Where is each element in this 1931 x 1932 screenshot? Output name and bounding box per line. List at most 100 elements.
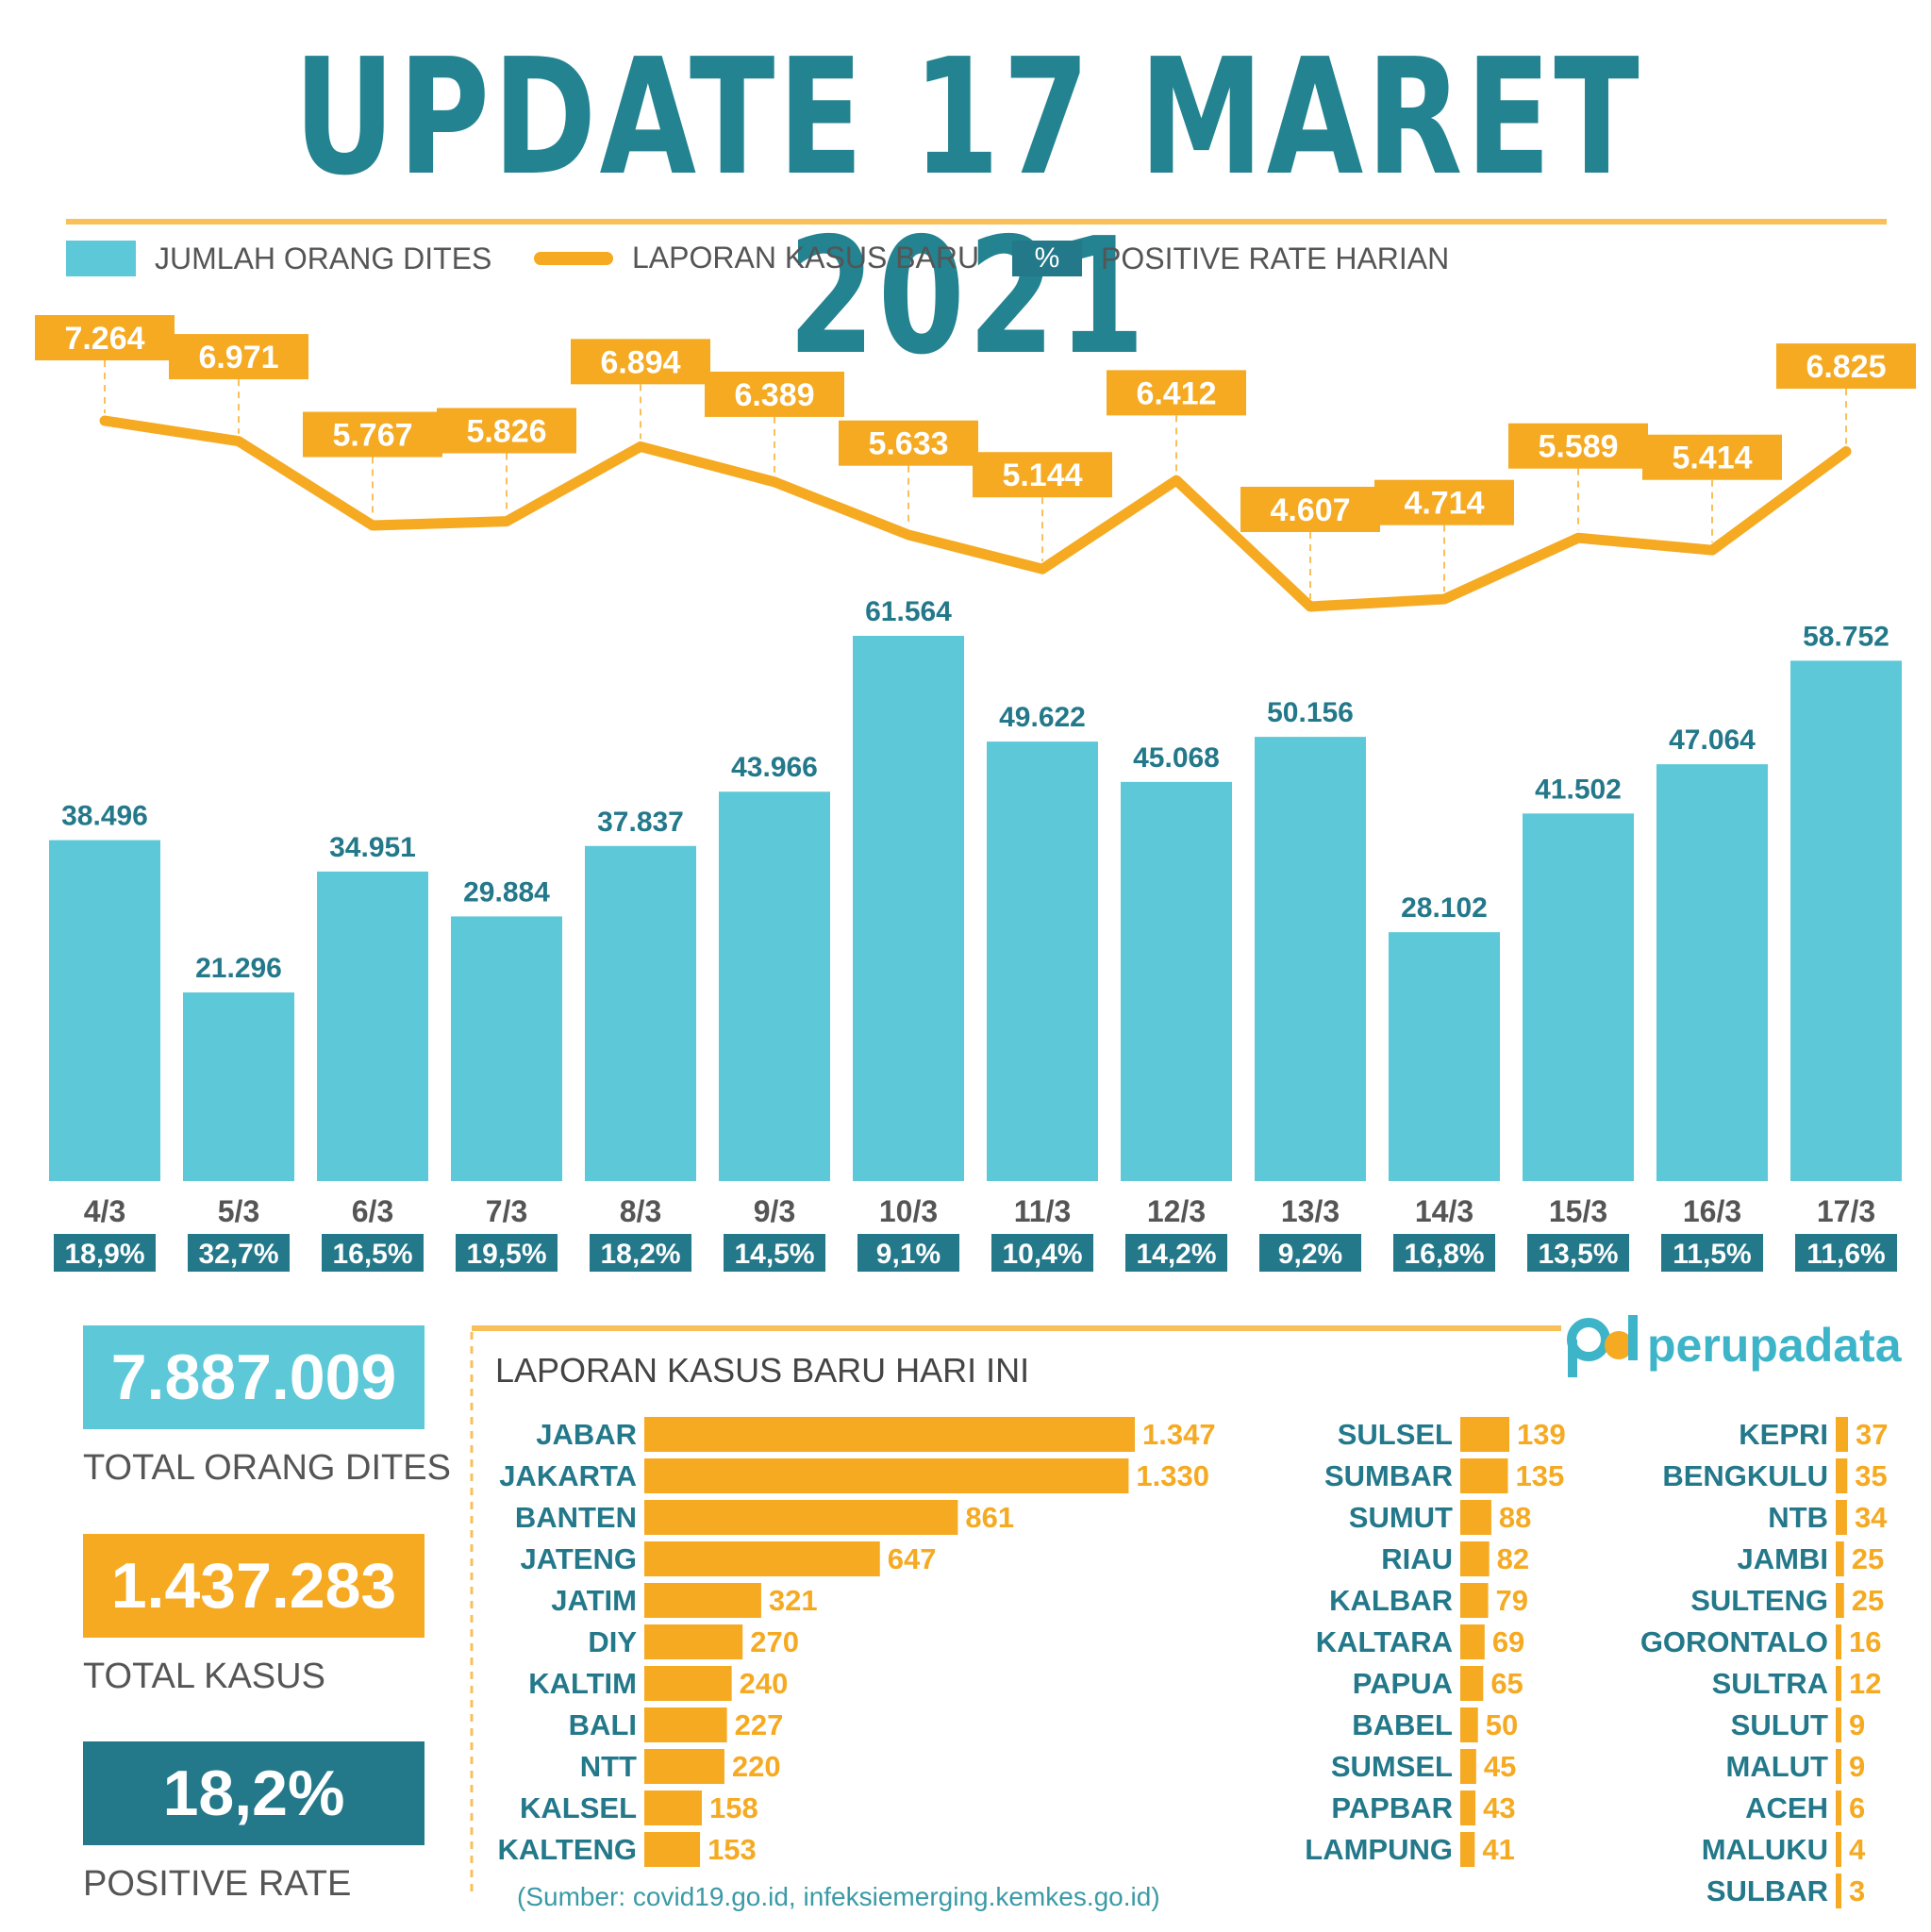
province-bar [644, 1541, 880, 1576]
province-name-label: KALTIM [528, 1667, 637, 1700]
province-name-label: KALBAR [1329, 1584, 1453, 1617]
positive-rate-badge [1661, 1234, 1763, 1272]
case-value-box [1374, 479, 1514, 525]
province-value-label: 34 [1855, 1501, 1888, 1534]
province-value-label: 6 [1849, 1791, 1865, 1824]
province-name-label: PAPBAR [1331, 1791, 1453, 1824]
province-name-label: NTT [580, 1750, 637, 1783]
positive-rate-label: 9,1% [876, 1239, 941, 1270]
legend-label-tests: JUMLAH ORANG DITES [155, 241, 492, 275]
province-value-label: 861 [965, 1501, 1014, 1534]
province-bar [1836, 1874, 1841, 1908]
case-value-label: 6.894 [600, 344, 680, 380]
positive-rate-badge [54, 1234, 156, 1272]
case-value-label: 5.826 [466, 414, 546, 450]
province-bar [644, 1832, 701, 1867]
tests-value-label: 28.102 [1401, 892, 1488, 924]
province-bar [644, 1790, 702, 1825]
province-name-label: BALI [569, 1708, 637, 1741]
title-divider [66, 219, 1887, 225]
province-name-label: SUMBAR [1324, 1459, 1453, 1492]
province-name-label: SULTENG [1690, 1584, 1828, 1617]
province-name-label: LAMPUNG [1305, 1833, 1453, 1866]
x-tick-label: 11/3 [1014, 1194, 1072, 1228]
province-name-label: JATENG [521, 1542, 637, 1575]
case-value-label: 5.144 [1002, 458, 1082, 493]
x-tick-label: 14/3 [1415, 1194, 1473, 1228]
legend-swatch-cases [534, 251, 613, 265]
x-tick-label: 7/3 [486, 1194, 527, 1228]
kpi-total-tests-label: TOTAL ORANG DITES [83, 1448, 451, 1488]
province-bar [1460, 1749, 1476, 1784]
x-tick-label: 5/3 [218, 1194, 259, 1228]
legend-cases: LAPORAN KASUS BARU [534, 241, 979, 275]
tests-value-label: 50.156 [1267, 697, 1354, 728]
case-value-box [973, 452, 1112, 498]
province-name-label: DIY [588, 1625, 637, 1658]
x-tick-label: 17/3 [1817, 1194, 1875, 1228]
tests-bar [1656, 764, 1768, 1181]
province-name-label: SULTRA [1712, 1667, 1828, 1700]
province-value-label: 12 [1849, 1667, 1881, 1700]
x-tick-label: 8/3 [620, 1194, 661, 1228]
tests-value-label: 58.752 [1803, 621, 1889, 652]
positive-rate-label: 9,2% [1278, 1239, 1342, 1270]
case-value-box [35, 315, 175, 360]
province-bar [644, 1583, 761, 1618]
case-value-box [303, 411, 442, 458]
tests-bar [1523, 813, 1634, 1181]
tests-bar [719, 791, 830, 1181]
case-value-label: 7.264 [64, 321, 144, 357]
province-value-label: 35 [1855, 1459, 1887, 1492]
province-bar [1460, 1458, 1508, 1493]
province-name-label: KALTARA [1316, 1625, 1453, 1658]
tests-bar [183, 992, 294, 1181]
province-name-label: BANTEN [515, 1501, 637, 1534]
province-bar [1460, 1583, 1489, 1618]
positive-rate-badge [991, 1234, 1093, 1272]
legend-tests: JUMLAH ORANG DITES [66, 241, 491, 276]
x-tick-label: 16/3 [1683, 1194, 1741, 1228]
tests-value-label: 21.296 [195, 953, 282, 984]
province-name-label: SULUT [1731, 1708, 1828, 1741]
province-value-label: 25 [1852, 1542, 1884, 1575]
province-bar [1836, 1749, 1841, 1784]
case-value-label: 4.607 [1270, 492, 1350, 528]
province-value-label: 220 [732, 1750, 781, 1783]
province-value-label: 9 [1849, 1750, 1865, 1783]
province-value-label: 240 [740, 1667, 789, 1700]
tests-value-label: 45.068 [1133, 742, 1220, 774]
province-bar [1836, 1790, 1841, 1825]
province-bar [1460, 1541, 1490, 1576]
tests-value-label: 38.496 [61, 801, 148, 832]
tests-value-label: 37.837 [597, 807, 684, 838]
province-bar [1460, 1790, 1476, 1825]
province-bar [1460, 1624, 1485, 1659]
legend-label-rate: POSITIVE RATE HARIAN [1101, 241, 1450, 275]
tests-value-label: 47.064 [1669, 724, 1756, 756]
province-value-label: 270 [750, 1625, 799, 1658]
province-name-label: PAPUA [1353, 1667, 1453, 1700]
province-value-label: 16 [1849, 1625, 1881, 1658]
province-value-label: 41 [1482, 1833, 1514, 1866]
source-note: (Sumber: covid19.go.id, infeksiemerging.… [517, 1882, 1160, 1911]
province-value-label: 1.347 [1142, 1418, 1216, 1451]
province-bar [1836, 1707, 1841, 1742]
case-value-box [839, 420, 978, 466]
case-value-label: 4.714 [1404, 486, 1484, 522]
case-value-label: 6.971 [198, 340, 278, 375]
province-name-label: KALSEL [520, 1791, 637, 1824]
province-name-label: JABAR [536, 1418, 637, 1451]
province-value-label: 45 [1484, 1750, 1516, 1783]
province-name-label: KALTENG [497, 1833, 637, 1866]
tests-bar [1389, 932, 1500, 1181]
positive-rate-label: 18,9% [64, 1239, 144, 1270]
province-value-label: 82 [1497, 1542, 1529, 1575]
province-value-label: 25 [1852, 1584, 1884, 1617]
positive-rate-label: 11,5% [1673, 1239, 1751, 1270]
tests-bar [49, 840, 160, 1181]
positive-rate-label: 18,2% [600, 1239, 680, 1270]
